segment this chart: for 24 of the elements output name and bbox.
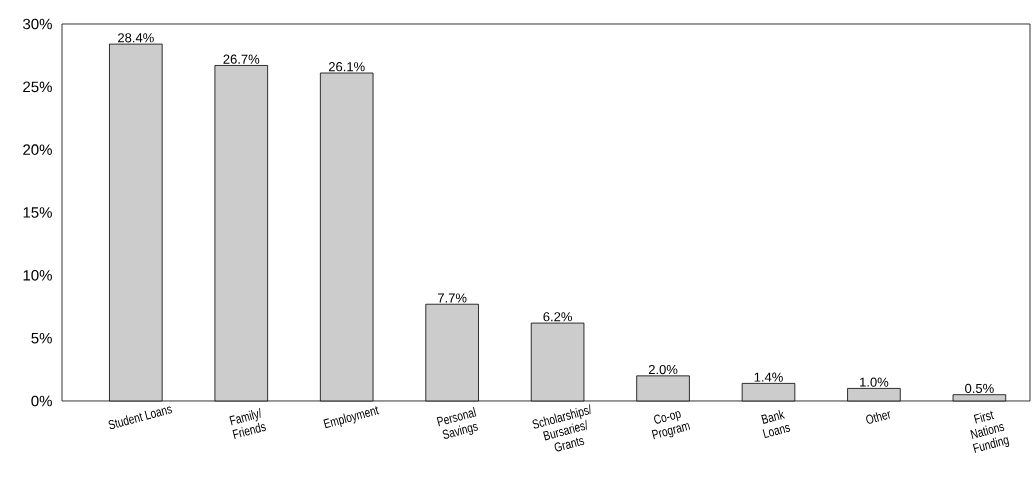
y-tick-label: 25% bbox=[23, 81, 52, 93]
data-label: 1.4% bbox=[754, 372, 783, 382]
y-tick-label: 10% bbox=[23, 270, 52, 281]
data-label: 0.5% bbox=[965, 383, 994, 393]
x-tick-label: First Nations Funding bbox=[970, 410, 1010, 453]
data-label: 28.4% bbox=[118, 33, 154, 43]
y-tick-label: 5% bbox=[31, 332, 52, 344]
y-tick-label: 0% bbox=[31, 395, 52, 407]
y-tick-label: 15% bbox=[23, 207, 52, 218]
data-label: 7.7% bbox=[438, 293, 467, 303]
data-label: 1.0% bbox=[860, 377, 889, 387]
x-tick-label: Other bbox=[866, 411, 890, 424]
x-tick-label: Student Loans bbox=[108, 406, 173, 430]
x-tick-label: Personal Savings bbox=[436, 407, 478, 439]
data-label: 2.0% bbox=[648, 364, 678, 375]
x-tick-label: Bank Loans bbox=[761, 410, 791, 439]
data-label: 26.7% bbox=[223, 54, 260, 64]
x-tick-label: Family/ Friends bbox=[229, 407, 266, 439]
y-tick-label: 20% bbox=[23, 144, 52, 155]
data-label: 26.1% bbox=[328, 62, 365, 72]
x-tick-label: Employment bbox=[323, 406, 380, 429]
data-label: 6.2% bbox=[543, 312, 572, 322]
y-tick-label: 30% bbox=[23, 18, 52, 30]
x-tick-label: Co-op Program bbox=[651, 411, 691, 440]
